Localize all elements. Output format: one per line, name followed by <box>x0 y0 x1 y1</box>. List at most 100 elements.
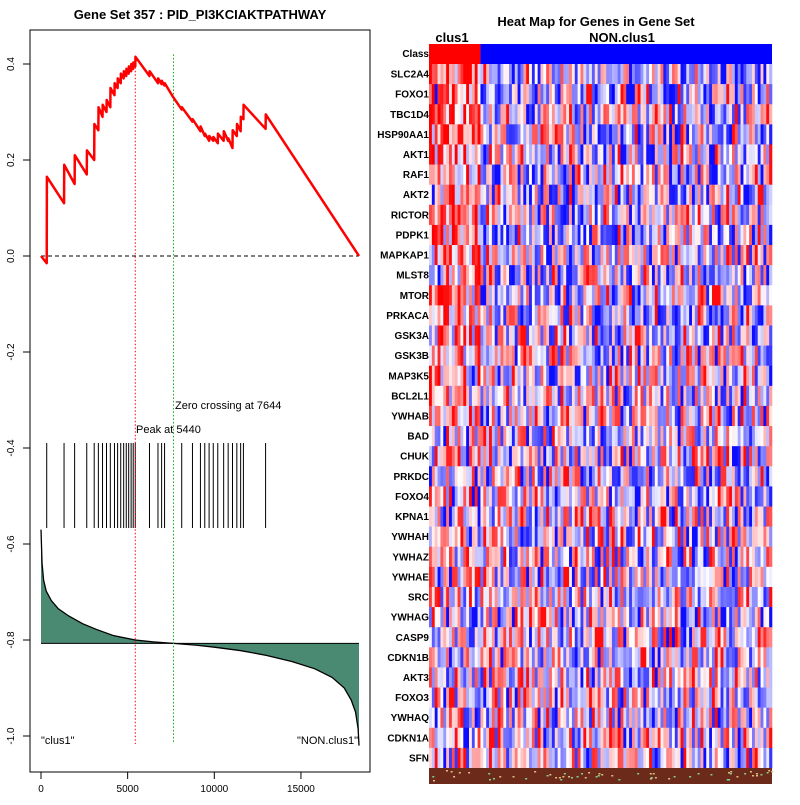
heatmap-cell <box>769 325 773 346</box>
heatmap-cell <box>554 265 558 286</box>
heatmap-cell <box>500 607 504 628</box>
heatmap-cell <box>574 607 578 628</box>
heatmap-cell <box>697 204 701 226</box>
heatmap-cell <box>631 506 636 527</box>
heatmap-cell <box>480 164 484 185</box>
heatmap-cell <box>497 325 501 346</box>
heatmap-cell <box>463 446 467 467</box>
heatmap-cell <box>751 305 756 326</box>
heatmap-cell <box>766 566 770 588</box>
heatmap-cell <box>689 586 693 608</box>
heatmap-cell <box>457 385 461 407</box>
heatmap-cell <box>506 224 510 246</box>
heatmap-cell <box>623 586 627 608</box>
heatmap-cell <box>554 747 558 769</box>
heatmap-cell <box>494 305 498 326</box>
heatmap-cell <box>649 405 653 427</box>
heatmap-cell <box>460 707 464 729</box>
heatmap-cell <box>494 345 498 367</box>
heatmap-cell <box>623 466 627 487</box>
heatmap-cell <box>577 184 581 206</box>
heatmap-cell <box>660 164 664 185</box>
heatmap-cell <box>723 265 727 286</box>
heatmap-cell <box>611 486 616 507</box>
heatmap-cell <box>717 245 721 266</box>
heatmap-cell <box>600 466 604 487</box>
heatmap-footer-strip <box>429 768 774 784</box>
heatmap-cell <box>611 647 616 668</box>
heatmap-cell <box>531 486 536 507</box>
heatmap-cell <box>683 224 687 246</box>
heatmap-cell <box>646 204 650 226</box>
heatmap-cell <box>703 526 707 548</box>
heatmap-cell <box>569 466 573 487</box>
heatmap-cell <box>534 104 538 125</box>
heatmap-cell <box>686 285 690 306</box>
heatmap-cell <box>686 405 690 427</box>
heatmap-cell <box>723 144 727 165</box>
heatmap-cell <box>623 647 627 668</box>
heatmap-cell <box>594 466 598 487</box>
heatmap-cell <box>434 647 438 668</box>
heatmap-cell <box>477 727 481 749</box>
heatmap-cell <box>586 546 590 568</box>
heatmap-cell <box>674 607 678 628</box>
heatmap-cell <box>546 707 550 729</box>
heatmap-cell <box>494 285 498 306</box>
heatmap-cell <box>631 667 636 688</box>
heatmap-cell <box>634 707 638 729</box>
heatmap-cell <box>617 285 621 306</box>
heatmap-cell <box>469 466 473 487</box>
heatmap-cell <box>463 667 467 688</box>
heatmap-cell <box>657 345 661 367</box>
heatmap-cell <box>663 385 667 407</box>
heatmap-cell <box>686 204 690 226</box>
heatmap-cell <box>569 64 573 85</box>
heatmap-cell <box>677 184 681 206</box>
heatmap-cell <box>594 124 598 145</box>
heatmap-cell <box>491 566 496 588</box>
heatmap-cell <box>754 204 759 226</box>
heatmap-cell <box>491 707 496 729</box>
footer-speck <box>601 774 604 776</box>
heatmap-cell <box>580 707 584 729</box>
heatmap-cell <box>640 385 644 407</box>
heatmap-cell <box>629 667 633 688</box>
heatmap-cell <box>563 466 567 487</box>
heatmap-cell <box>503 325 507 346</box>
heatmap-cell <box>443 566 447 588</box>
heatmap-cell <box>614 345 618 367</box>
heatmap-cell <box>731 305 736 326</box>
heatmap-cell <box>640 426 644 447</box>
heatmap-cell <box>743 647 747 668</box>
heatmap-cell <box>754 325 759 346</box>
heatmap-cell <box>546 104 550 125</box>
heatmap-cell <box>554 566 558 588</box>
heatmap-cell <box>637 124 641 145</box>
heatmap-cell <box>554 104 558 125</box>
heatmap-cell <box>691 546 696 568</box>
heatmap-cell <box>583 546 587 568</box>
heatmap-cell <box>537 607 541 628</box>
heatmap-cell <box>766 647 770 668</box>
heatmap-cell <box>489 627 493 648</box>
heatmap-cell <box>566 265 570 286</box>
heatmap-cell <box>769 144 773 165</box>
heatmap-cell <box>454 627 458 648</box>
heatmap-cell <box>534 325 538 346</box>
heatmap-cell <box>551 64 556 85</box>
heatmap-cell <box>589 325 593 346</box>
heatmap-cell <box>723 405 727 427</box>
footer-speck <box>727 772 730 774</box>
heatmap-cell <box>640 184 644 206</box>
heatmap-cell <box>471 607 476 628</box>
heatmap-cell <box>523 325 527 346</box>
heatmap-cell <box>457 124 461 145</box>
heatmap-cell <box>657 607 661 628</box>
heatmap-cell <box>714 204 718 226</box>
heatmap-cell <box>429 305 433 326</box>
heatmap-cell <box>666 687 670 708</box>
heatmap-cell <box>600 84 604 105</box>
heatmap-row <box>429 727 773 749</box>
heatmap-cell <box>546 385 550 407</box>
